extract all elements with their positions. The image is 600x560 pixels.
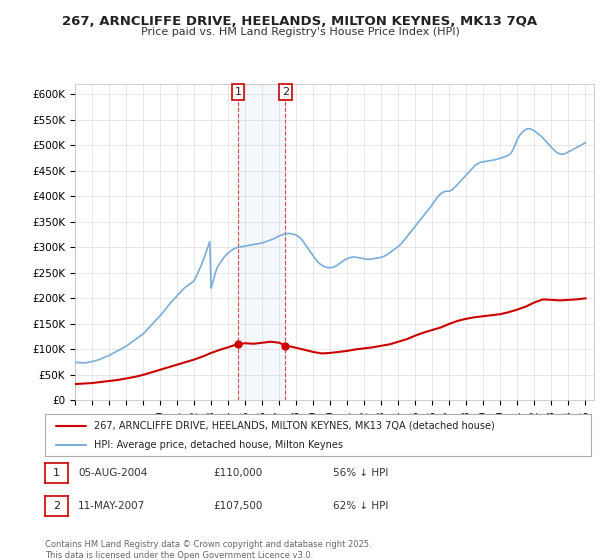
- Text: 11-MAY-2007: 11-MAY-2007: [78, 501, 145, 511]
- Text: Contains HM Land Registry data © Crown copyright and database right 2025.
This d: Contains HM Land Registry data © Crown c…: [45, 540, 371, 560]
- Text: 05-AUG-2004: 05-AUG-2004: [78, 468, 148, 478]
- Text: HPI: Average price, detached house, Milton Keynes: HPI: Average price, detached house, Milt…: [94, 440, 343, 450]
- Text: 56% ↓ HPI: 56% ↓ HPI: [333, 468, 388, 478]
- Text: 267, ARNCLIFFE DRIVE, HEELANDS, MILTON KEYNES, MK13 7QA: 267, ARNCLIFFE DRIVE, HEELANDS, MILTON K…: [62, 15, 538, 27]
- Text: Price paid vs. HM Land Registry's House Price Index (HPI): Price paid vs. HM Land Registry's House …: [140, 27, 460, 37]
- Text: 2: 2: [53, 501, 60, 511]
- Text: £110,000: £110,000: [213, 468, 262, 478]
- Text: 1: 1: [53, 468, 60, 478]
- Text: 267, ARNCLIFFE DRIVE, HEELANDS, MILTON KEYNES, MK13 7QA (detached house): 267, ARNCLIFFE DRIVE, HEELANDS, MILTON K…: [94, 421, 495, 431]
- Bar: [238, 84, 286, 400]
- Text: 62% ↓ HPI: 62% ↓ HPI: [333, 501, 388, 511]
- Text: 2: 2: [282, 87, 289, 97]
- Text: £107,500: £107,500: [213, 501, 262, 511]
- Text: 1: 1: [235, 87, 242, 97]
